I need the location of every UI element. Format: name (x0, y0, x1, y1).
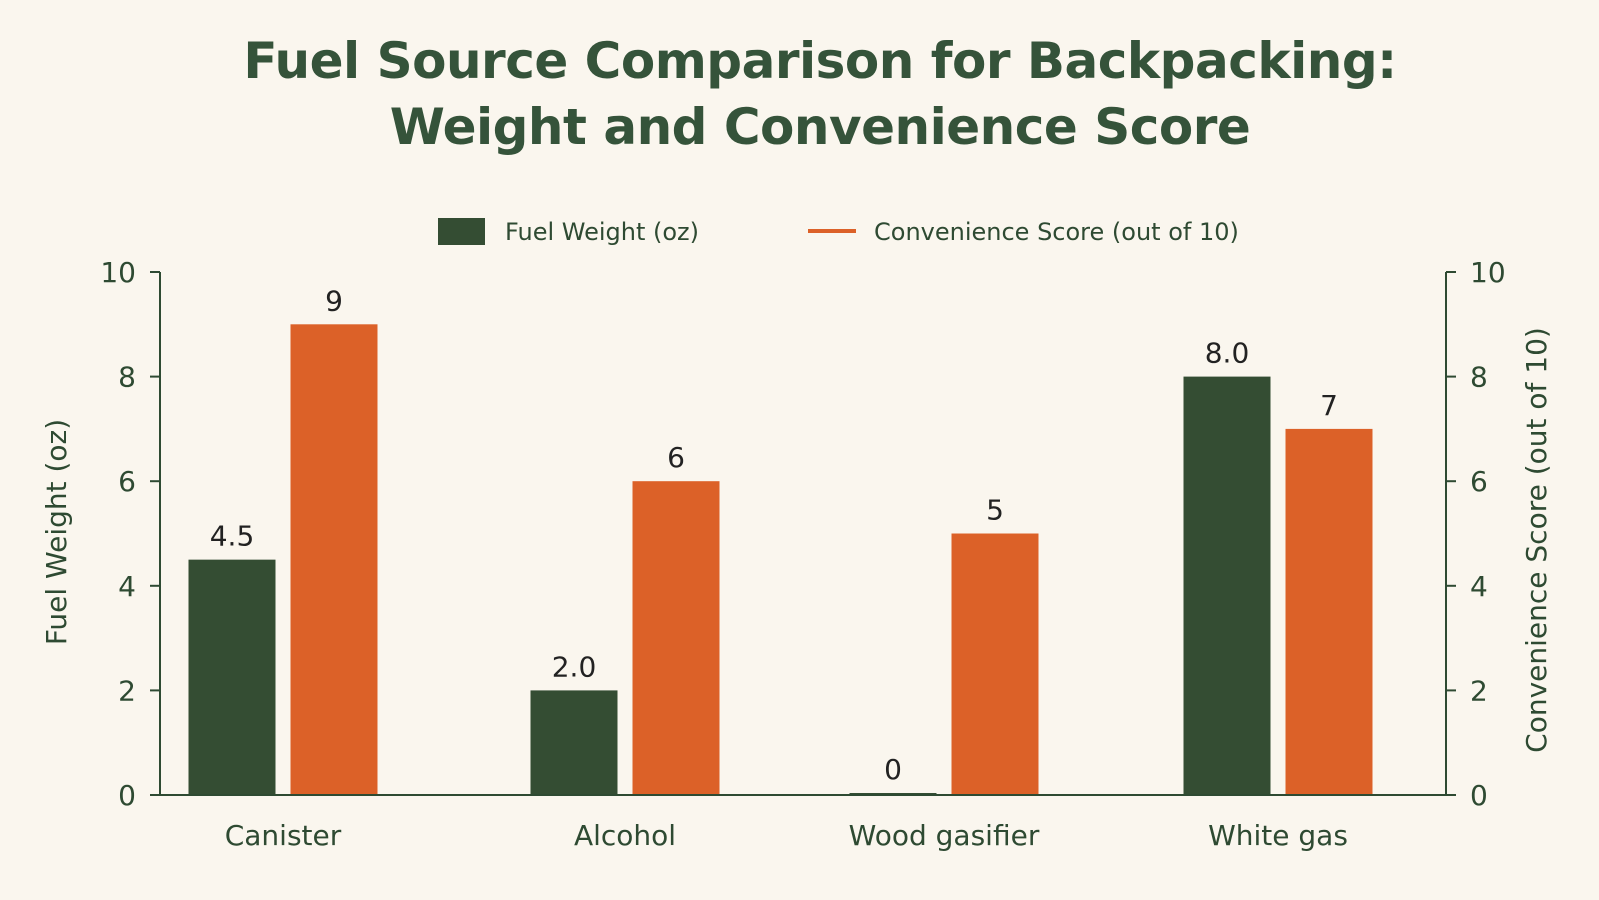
data-label: 7 (1320, 389, 1338, 422)
y-tick-label-left: 8 (118, 361, 136, 394)
data-label: 6 (667, 441, 685, 474)
y-tick-label-right: 0 (1470, 779, 1488, 812)
legend-label-convenience: Convenience Score (out of 10) (874, 218, 1239, 246)
chart-title-line-1: Fuel Source Comparison for Backpacking: (243, 32, 1397, 90)
y-tick-label-left: 4 (118, 570, 136, 603)
bar-fuel-weight-canister (188, 559, 276, 795)
y-tick-label-right: 6 (1470, 465, 1488, 498)
y-tick-label-right: 2 (1470, 674, 1488, 707)
chart-title-line-2: Weight and Convenience Score (389, 98, 1251, 156)
y-ticks-right: 0 2 4 6 8 10 (1446, 256, 1506, 812)
data-label: 9 (325, 284, 343, 317)
bar-convenience-white-gas (1285, 428, 1373, 795)
legend-swatch-fuel-weight (438, 218, 485, 245)
data-labels: 4.5 9 2.0 6 0 5 8.0 7 (210, 284, 1338, 786)
legend-swatch-convenience (808, 229, 856, 233)
data-label: 8.0 (1205, 337, 1250, 370)
y-tick-label-left: 10 (100, 256, 136, 289)
bar-convenience-wood-gasifier (951, 533, 1039, 795)
y-tick-label-left: 2 (118, 674, 136, 707)
y-axis-title-right: Convenience Score (out of 10) (1520, 327, 1553, 753)
x-axis-labels: Canister Alcohol Wood gasifier White gas (225, 819, 1348, 852)
bars (188, 324, 1373, 795)
y-tick-label-left: 0 (118, 779, 136, 812)
data-label: 2.0 (552, 650, 597, 683)
data-label: 0 (884, 753, 902, 786)
y-tick-label-right: 10 (1470, 256, 1506, 289)
bar-fuel-weight-alcohol (530, 690, 618, 795)
bar-convenience-alcohol (632, 481, 720, 795)
x-tick-label: Wood gasifier (849, 819, 1040, 852)
x-tick-label: Alcohol (574, 819, 676, 852)
data-label: 5 (986, 494, 1004, 527)
legend: Fuel Weight (oz) Convenience Score (out … (438, 218, 1239, 246)
y-tick-label-left: 6 (118, 465, 136, 498)
x-tick-label: White gas (1208, 819, 1348, 852)
legend-label-fuel-weight: Fuel Weight (oz) (505, 218, 699, 246)
y-tick-label-right: 8 (1470, 361, 1488, 394)
y-tick-label-right: 4 (1470, 570, 1488, 603)
x-tick-label: Canister (225, 819, 342, 852)
data-label: 4.5 (210, 520, 255, 553)
y-ticks-left: 0 2 4 6 8 10 (100, 256, 160, 812)
bar-fuel-weight-white-gas (1183, 376, 1271, 795)
bar-convenience-canister (290, 324, 378, 795)
y-axis-title-left: Fuel Weight (oz) (40, 419, 73, 645)
chart-title: Fuel Source Comparison for Backpacking: … (0, 28, 1599, 160)
